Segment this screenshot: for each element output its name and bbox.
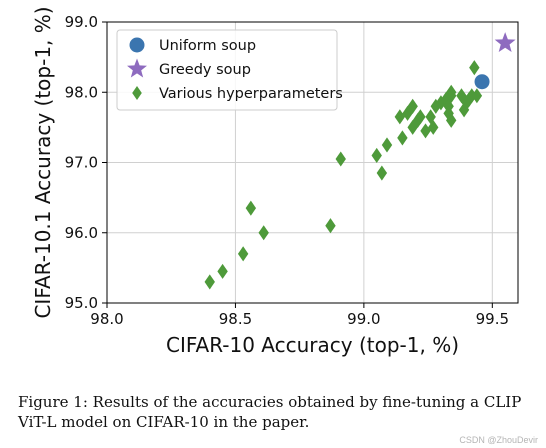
legend-star-marker <box>127 58 147 78</box>
hyperparameter-point <box>204 274 215 290</box>
hyperparameter-point <box>217 263 228 279</box>
legend: Uniform soup Greedy soup Various hyperpara… <box>116 29 343 111</box>
legend-entry-label: Uniform soup <box>159 38 256 54</box>
y-tick-label: 96.0 <box>65 224 98 242</box>
x-tick-label: 98.5 <box>219 310 252 328</box>
hyperparameter-point <box>471 88 483 104</box>
y-tick-label: 99.0 <box>65 13 98 31</box>
legend-box <box>116 29 338 111</box>
hyperparameter-point <box>381 137 393 153</box>
x-tick-label: 98.0 <box>90 310 123 328</box>
hyperparameter-point <box>446 112 457 128</box>
hyperparameter-point <box>397 130 408 146</box>
hyperparameter-point <box>325 218 336 234</box>
figure-caption: Figure 1: Results of the accuracies obta… <box>18 393 522 431</box>
hyperparameter-point <box>245 200 257 216</box>
hyperparameter-point <box>258 225 269 241</box>
x-tick-label: 99.5 <box>476 310 509 328</box>
greedy-soup-point <box>494 32 516 52</box>
hyperparameter-point <box>394 109 406 125</box>
y-tick-label: 97.0 <box>65 154 98 172</box>
hyperparameter-point <box>371 147 382 164</box>
watermark: CSDN @ZhouDevir <box>459 435 538 445</box>
hyperparameter-point <box>376 165 388 181</box>
legend-entry-label: Greedy soup <box>159 62 251 78</box>
hyperparameter-point <box>469 60 480 76</box>
data-points <box>204 32 516 290</box>
scatter-chart: 98.0 98.5 99.0 99.5 95.0 96.0 97.0 98.0 99.0 Uni… <box>31 6 519 357</box>
hyperparameter-point <box>446 84 457 100</box>
hyperparameter-point <box>415 109 426 125</box>
x-tick-label: 99.0 <box>347 310 380 328</box>
hyperparameter-point <box>407 119 418 135</box>
x-axis-title: CIFAR-10 Accuracy (top-1, %) <box>166 333 459 357</box>
hyperparameter-point <box>335 151 346 167</box>
hyperparameter-point <box>428 119 439 135</box>
legend-entry-label: Various hyperparameters <box>159 86 343 102</box>
axis-ticks: 98.0 98.5 99.0 99.5 95.0 96.0 97.0 98.0 99.0 <box>65 13 509 328</box>
hyperparameter-point <box>420 123 431 139</box>
hyperparameter-point <box>407 98 418 114</box>
uniform-soup-point <box>474 74 490 90</box>
y-axis-title: CIFAR-10.1 Accuracy (top-1, %) <box>31 6 55 318</box>
y-tick-label: 95.0 <box>65 294 98 312</box>
hyperparameter-point <box>458 102 470 118</box>
legend-circle-marker <box>129 37 145 53</box>
hyperparameter-point <box>456 88 467 104</box>
hyperparameter-point <box>237 246 249 262</box>
chart-svg: 98.0 98.5 99.0 99.5 95.0 96.0 97.0 98.0 99.0 Uni… <box>31 6 519 357</box>
hyperparameter-point <box>443 105 454 121</box>
legend-diamond-marker <box>132 86 142 100</box>
hyperparameter-point <box>430 98 441 114</box>
y-tick-label: 98.0 <box>65 83 98 101</box>
